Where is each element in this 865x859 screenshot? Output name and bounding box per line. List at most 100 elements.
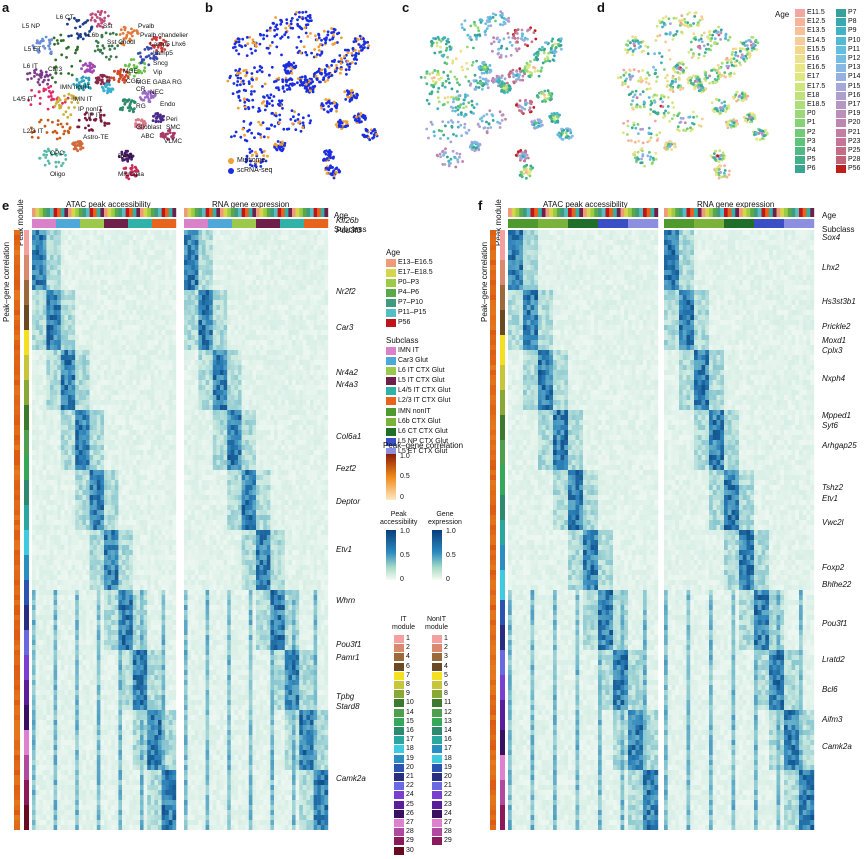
heat-cell — [111, 340, 115, 346]
umap-point — [546, 89, 550, 93]
umap-point — [456, 125, 460, 129]
corr-cell — [14, 345, 20, 351]
umap-point — [642, 49, 645, 53]
umap-point — [53, 104, 57, 108]
umap-point — [466, 33, 470, 37]
heat-cell — [132, 325, 137, 331]
umap-point — [654, 151, 658, 155]
umap-point — [532, 126, 536, 130]
heat-cell — [132, 375, 137, 381]
umap-point — [523, 164, 527, 168]
heat-cell — [68, 350, 72, 356]
age-strip-cell — [132, 208, 137, 217]
umap-point — [449, 119, 453, 122]
umap-point — [725, 56, 729, 60]
umap-point — [140, 71, 144, 75]
heat-cell — [86, 370, 90, 376]
umap-point — [446, 155, 449, 159]
umap-point — [437, 129, 441, 132]
umap-point — [571, 134, 574, 138]
heat-cell — [39, 385, 43, 391]
heat-cell — [57, 240, 61, 246]
umap-point — [149, 96, 153, 100]
umap-point — [517, 47, 521, 51]
module-cell — [24, 675, 29, 681]
heat-cell — [60, 250, 65, 256]
umap-point — [476, 26, 480, 30]
umap-point — [425, 72, 429, 75]
heat-cell — [147, 380, 151, 386]
umap-point — [305, 90, 308, 93]
umap-point — [693, 15, 697, 18]
heat-cell — [147, 230, 151, 236]
legend-dot-multiome — [228, 158, 234, 164]
heat-cell — [93, 355, 97, 361]
heat-cell — [165, 265, 169, 271]
umap-point — [55, 154, 59, 157]
umap-point — [653, 72, 657, 75]
umap-point — [551, 58, 555, 62]
umap-point — [318, 49, 321, 52]
age-d-swatch — [795, 82, 805, 91]
umap-point — [251, 153, 254, 157]
umap-point — [521, 78, 525, 82]
umap-point — [473, 140, 477, 144]
heat-cell — [161, 335, 166, 341]
corr-cell — [14, 695, 20, 701]
heat-cell — [132, 230, 137, 236]
heat-cell — [122, 285, 126, 291]
umap-point — [539, 69, 543, 73]
umap-point — [96, 10, 100, 13]
umap-point — [303, 78, 307, 82]
umap-point — [730, 53, 734, 56]
umap-point — [742, 57, 746, 61]
umap-point — [118, 108, 122, 111]
umap-point — [234, 130, 238, 134]
umap-point — [273, 145, 276, 149]
cluster-label: Lamp5 — [153, 50, 173, 58]
heat-cell — [165, 365, 169, 371]
umap-point — [560, 47, 563, 51]
umap-point — [283, 144, 286, 147]
heat-cell — [78, 255, 83, 261]
umap-point — [357, 52, 360, 55]
umap-point — [295, 11, 298, 14]
module-cell — [24, 545, 29, 551]
umap-point — [56, 42, 60, 45]
umap-point — [279, 22, 283, 26]
umap-point — [335, 64, 338, 67]
umap-point — [324, 41, 327, 45]
heat-cell — [154, 320, 159, 326]
heat-cell — [32, 235, 36, 241]
heat-cell — [32, 355, 36, 361]
module-cell — [24, 770, 29, 776]
age-d-label: P10 — [848, 37, 860, 45]
umap-point — [99, 113, 103, 117]
umap-point — [694, 11, 698, 15]
heat-cell — [136, 305, 141, 311]
age-d-label: E13.5 — [807, 27, 825, 35]
heat-cell — [78, 365, 83, 371]
heat-cell — [136, 280, 141, 286]
umap-point — [674, 32, 678, 36]
heat-cell — [136, 230, 141, 236]
heat-cell — [96, 310, 101, 316]
umap-point — [535, 58, 539, 62]
umap-point — [712, 110, 716, 114]
umap-point — [725, 61, 729, 64]
umap-point — [123, 28, 127, 32]
umap-point — [73, 96, 76, 100]
heat-cell — [147, 240, 151, 246]
subclass-strip-cell — [32, 219, 57, 228]
umap-point — [85, 111, 88, 114]
umap-point — [483, 65, 487, 69]
heat-cell — [140, 305, 144, 311]
umap-point — [433, 69, 437, 72]
umap-point — [84, 33, 88, 37]
heat-cell — [140, 310, 144, 316]
heat-cell — [96, 280, 101, 286]
umap-point — [675, 30, 679, 33]
corr-cell — [14, 730, 20, 736]
umap-point — [136, 31, 139, 35]
heat-cell — [140, 245, 144, 251]
